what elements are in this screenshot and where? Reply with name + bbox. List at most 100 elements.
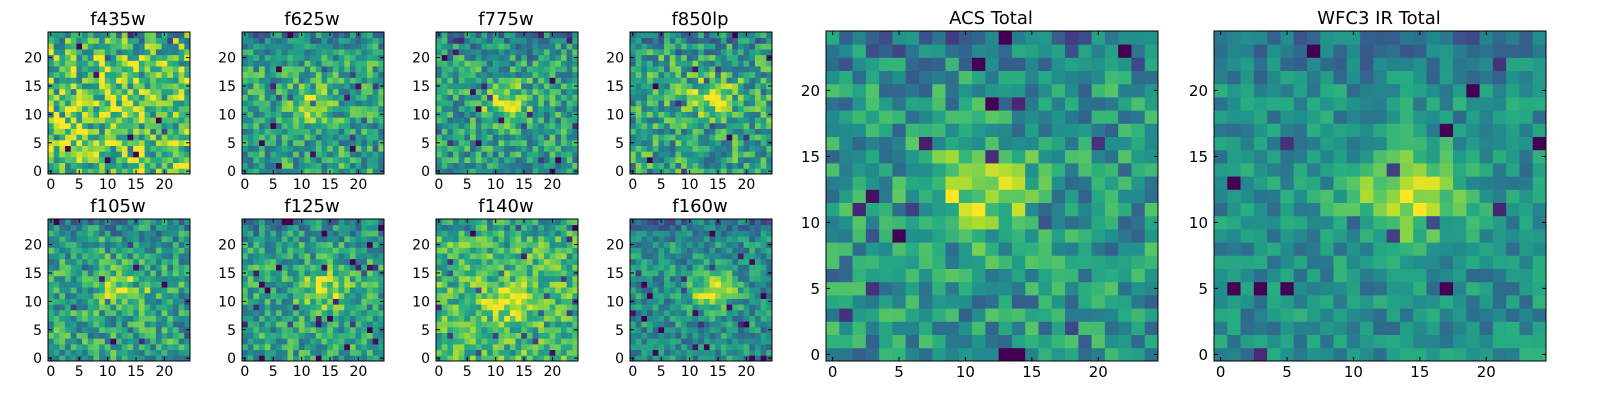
heatmap-cell <box>178 315 185 322</box>
heatmap-cell <box>504 230 511 237</box>
heatmap-cell <box>498 54 505 61</box>
heatmap-cell <box>264 309 271 316</box>
heatmap-cell <box>276 37 283 44</box>
heatmap-cell <box>127 54 134 61</box>
heatmap-cell <box>121 139 128 146</box>
heatmap-cell <box>447 253 454 260</box>
heatmap-cell <box>441 105 448 112</box>
heatmap-cell <box>447 298 454 305</box>
heatmap-cell <box>321 49 328 56</box>
heatmap-cell <box>515 270 522 277</box>
heatmap-cell <box>652 349 659 356</box>
heatmap-cell <box>453 139 460 146</box>
heatmap-cell <box>447 49 454 56</box>
heatmap-cell <box>361 236 368 243</box>
heatmap-cell <box>749 49 756 56</box>
heatmap-cell <box>133 281 140 288</box>
panel-title: f850lp <box>671 9 728 30</box>
heatmap-cell <box>76 60 83 67</box>
heatmap-cell <box>481 219 488 226</box>
heatmap-cell <box>264 275 271 282</box>
heatmap-cell <box>487 355 494 362</box>
heatmap-cell <box>698 111 705 118</box>
heatmap-cell <box>48 156 55 164</box>
heatmap-cell <box>647 100 654 107</box>
heatmap-cell <box>458 37 465 44</box>
heatmap-cell <box>441 219 448 226</box>
heatmap-cell <box>82 332 89 339</box>
heatmap-cell <box>270 264 277 271</box>
heatmap-cell <box>344 230 351 237</box>
heatmap-cell <box>681 275 688 282</box>
heatmap-cell <box>498 332 505 339</box>
heatmap-cell <box>481 275 488 282</box>
heatmap-cell <box>692 151 699 158</box>
heatmap-cells <box>48 219 191 362</box>
heatmap-cell <box>121 315 128 322</box>
heatmap-cell <box>184 134 191 141</box>
heatmap-cell <box>144 321 151 328</box>
heatmap-cells <box>630 219 773 362</box>
heatmap-cell <box>709 54 716 61</box>
heatmap-cell <box>287 247 294 254</box>
heatmap-cell <box>372 77 379 84</box>
heatmap-cell <box>264 247 271 254</box>
heatmap-cell <box>572 37 579 44</box>
heatmap-cell <box>298 60 305 67</box>
heatmap-cell <box>560 88 568 95</box>
heatmap-cell <box>310 66 317 73</box>
heatmap-cell <box>635 139 642 146</box>
heatmap-cell <box>138 230 145 237</box>
heatmap-cell <box>315 162 322 169</box>
heatmap-cell <box>526 270 533 277</box>
heatmap-cell <box>59 134 66 141</box>
heatmap-cell <box>560 122 568 129</box>
heatmap-cell <box>681 60 688 67</box>
heatmap-cell <box>293 117 300 124</box>
heatmap-cell <box>737 66 744 73</box>
heatmap-cell <box>378 230 385 237</box>
heatmap-cell <box>549 326 556 333</box>
heatmap-cell <box>315 349 322 356</box>
heatmap-cell <box>481 338 488 345</box>
heatmap-cell <box>87 168 94 175</box>
heatmap-cell <box>436 117 443 124</box>
heatmap-cell <box>304 338 311 345</box>
heatmap-cell <box>93 156 100 164</box>
heatmap-cell <box>498 349 505 356</box>
heatmap-cell <box>82 128 89 135</box>
heatmap-cell <box>543 139 550 146</box>
heatmap-cell <box>315 281 322 288</box>
axes-frame <box>629 31 773 175</box>
heatmap-cell <box>515 281 522 288</box>
heatmap-cell <box>184 60 191 67</box>
heatmap-cell <box>720 60 727 67</box>
heatmap-cell <box>737 281 744 288</box>
heatmap-cell <box>526 298 533 305</box>
heatmap-cell <box>504 338 511 345</box>
heatmap-cell <box>133 298 140 305</box>
heatmap-cell <box>253 321 260 328</box>
heatmap-cell <box>560 71 568 78</box>
heatmap-cell <box>315 355 322 362</box>
heatmap-cell <box>133 349 140 356</box>
heatmap-cell <box>110 139 117 146</box>
heatmap-cell <box>82 281 89 288</box>
heatmap-cell <box>555 43 562 50</box>
heatmap-cell <box>760 60 767 67</box>
heatmap-cell <box>532 315 539 322</box>
heatmap-cell <box>332 71 339 78</box>
heatmap-cell <box>155 241 162 248</box>
heatmap-cell <box>366 128 374 135</box>
heatmap-cell <box>298 156 305 164</box>
heatmap-cell <box>116 37 123 44</box>
heatmap-cell <box>99 71 106 78</box>
heatmap-cell <box>93 321 100 328</box>
heatmap-cell <box>110 258 117 265</box>
heatmap-cell <box>749 77 756 84</box>
heatmap-cell <box>686 338 693 345</box>
heatmap-cell <box>332 343 339 351</box>
heatmap-cell <box>675 71 682 78</box>
heatmap-cell <box>470 264 477 271</box>
heatmap-cell <box>521 349 528 356</box>
